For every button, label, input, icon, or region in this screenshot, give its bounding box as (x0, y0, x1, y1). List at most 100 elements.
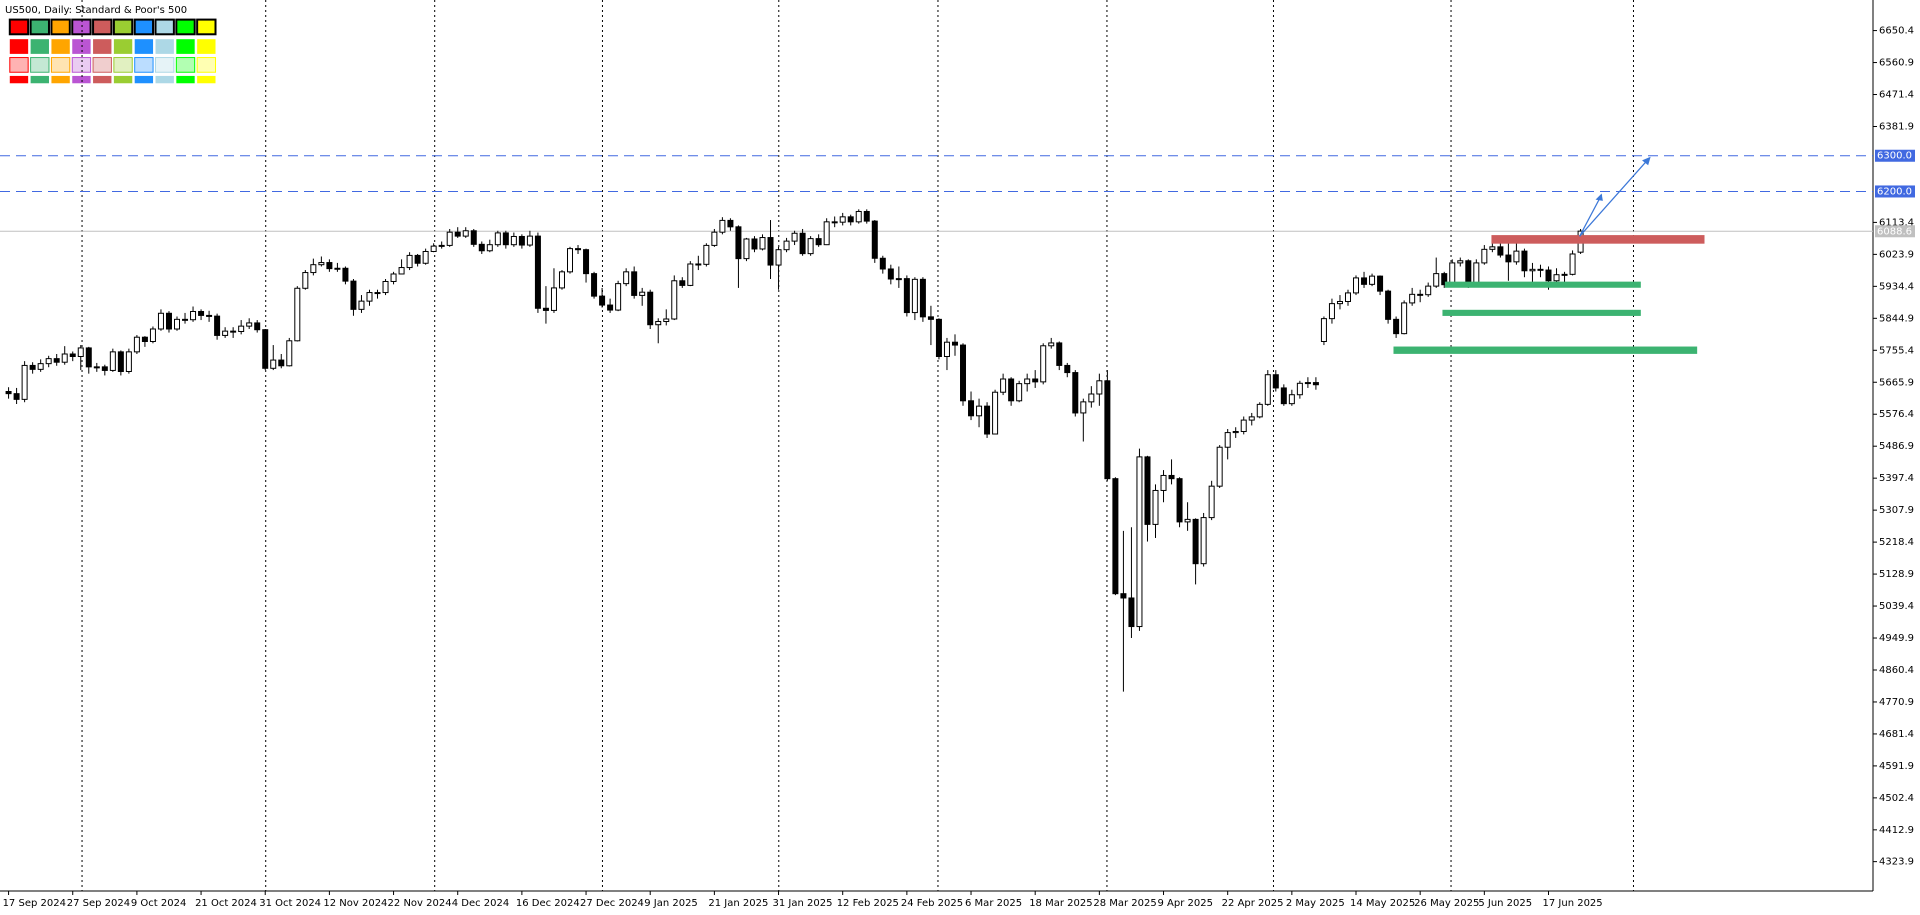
last-price-box (1875, 225, 1915, 238)
palette-swatch (92, 18, 113, 36)
candle-body (5, 391, 12, 395)
candle-body (992, 391, 999, 435)
y-tick-label: 5576.4 (1879, 409, 1914, 420)
candle-body (318, 262, 325, 266)
candle-body (711, 231, 718, 246)
candle-body (1136, 456, 1143, 628)
candle-body (935, 318, 942, 358)
candle-body (679, 280, 686, 286)
candle-body (1320, 318, 1327, 342)
candle-body (1056, 342, 1063, 366)
candle-body (101, 366, 108, 371)
candle-body (583, 249, 590, 275)
annotations (1393, 156, 1705, 354)
candle-body (45, 358, 52, 365)
candle-body (326, 262, 333, 270)
palette-swatch (30, 75, 49, 84)
candle-body (951, 341, 958, 346)
palette-swatch (30, 57, 50, 73)
candle-body (61, 353, 68, 363)
candle-body (502, 232, 509, 246)
candle-body (246, 322, 253, 327)
candle-body (751, 238, 758, 250)
y-tick-label: 4323.9 (1879, 857, 1914, 868)
candle-body (238, 325, 245, 332)
y-tick-label: 5218.4 (1879, 537, 1914, 548)
level-label: 6300.0 (1877, 151, 1912, 162)
candle-body (887, 268, 894, 280)
y-tick-label: 5039.4 (1879, 601, 1914, 612)
candle-body (29, 364, 36, 370)
x-tick-label: 21 Jan 2025 (708, 898, 768, 909)
candle-body (270, 359, 277, 369)
y-tick-label: 5397.4 (1879, 473, 1914, 484)
candle-body (206, 314, 213, 317)
candle-body (1465, 260, 1472, 286)
candle-body (454, 231, 461, 237)
palette-swatch (196, 57, 217, 73)
last-price-label: 6088.6 (1877, 226, 1912, 237)
candle-body (494, 232, 501, 246)
candle-body (1232, 431, 1239, 434)
candle-body (1248, 416, 1255, 421)
candle-body (976, 405, 983, 417)
candle-body (165, 312, 172, 330)
forecast-arrow (1579, 194, 1603, 237)
candle-body (591, 273, 598, 297)
x-tick-label: 17 Sep 2024 (3, 898, 66, 909)
candle-body (599, 295, 606, 306)
x-tick-label: 22 Apr 2025 (1222, 898, 1284, 909)
candle-body (783, 240, 790, 251)
candle-body (294, 287, 301, 342)
candle-body (446, 231, 453, 246)
candle-body (855, 210, 862, 223)
candle-body (871, 220, 878, 259)
candle-body (350, 280, 357, 310)
arrow-head (1642, 156, 1651, 166)
candle-body (1417, 293, 1424, 296)
palette-swatch (30, 39, 49, 54)
candle-body (182, 318, 189, 321)
candle-body (1521, 250, 1528, 272)
candle-body (1401, 302, 1408, 335)
candle-body (615, 283, 622, 311)
candle-body (791, 232, 798, 242)
candle-body (254, 322, 261, 331)
candle-body (486, 244, 493, 252)
chart-title: US500, Daily: Standard & Poor's 500 (5, 5, 187, 16)
candle-body (518, 235, 525, 246)
y-tick-label: 4412.9 (1879, 825, 1914, 836)
candle-body (21, 364, 28, 400)
candle-body (278, 359, 285, 367)
arrow-head (1595, 193, 1603, 201)
candle-body (414, 254, 421, 264)
candle-body (719, 219, 726, 233)
resistance-zone (1491, 235, 1705, 244)
palette-swatch (134, 57, 154, 73)
candle-body (1256, 403, 1263, 418)
candle-body (1016, 383, 1023, 402)
candle-body (839, 216, 846, 223)
candle-body (366, 292, 373, 302)
candle-body (1240, 419, 1247, 433)
candle-body (542, 307, 549, 311)
candle-body (550, 287, 557, 311)
palette-swatch (134, 39, 154, 54)
candle-body (1377, 275, 1384, 292)
x-tick-label: 9 Apr 2025 (1158, 898, 1213, 909)
x-tick-label: 12 Nov 2024 (323, 898, 387, 909)
palette-swatch (155, 75, 174, 84)
y-tick-label: 5486.9 (1879, 441, 1914, 452)
y-tick-label: 4770.9 (1879, 697, 1914, 708)
x-tick-label: 2 May 2025 (1286, 898, 1345, 909)
candle-body (1529, 268, 1536, 272)
candle-body (1393, 318, 1400, 335)
candle-body (807, 238, 814, 255)
level-box (1875, 185, 1915, 198)
candle-body (1096, 380, 1103, 395)
candle-body (1272, 374, 1279, 389)
candle-body (671, 280, 678, 320)
candle-body (117, 351, 124, 373)
